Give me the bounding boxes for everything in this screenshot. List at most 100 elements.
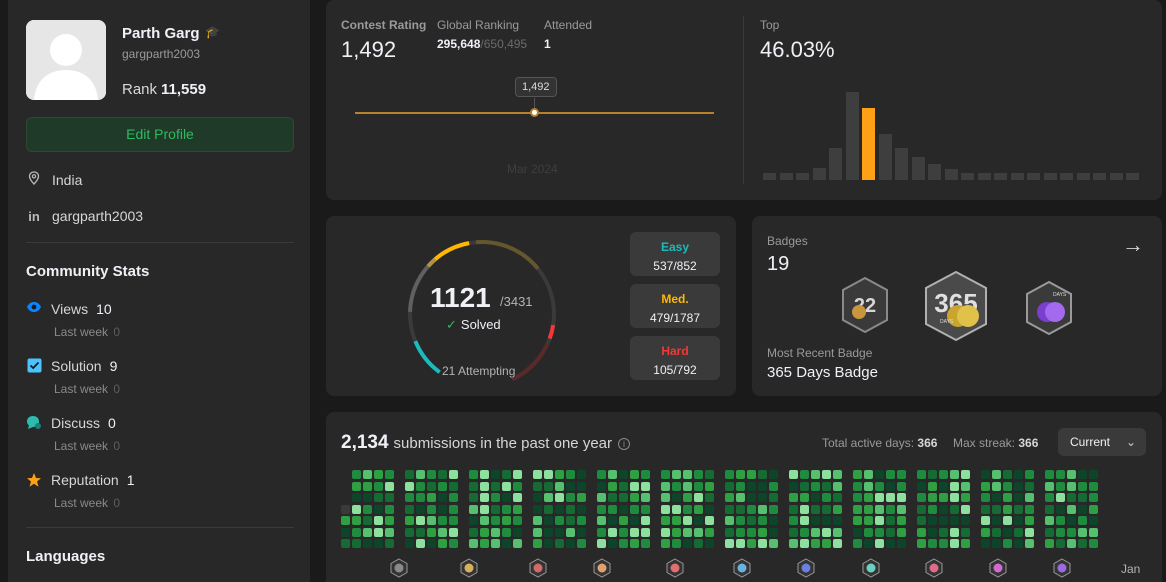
heatmap-cell[interactable] <box>1078 493 1087 502</box>
heatmap-cell[interactable] <box>758 527 767 537</box>
heatmap-cell[interactable] <box>961 539 970 548</box>
heatmap-cell[interactable] <box>438 470 447 479</box>
monthly-badge-icon[interactable] <box>459 558 479 578</box>
heatmap-cell[interactable] <box>822 504 831 514</box>
heatmap-cell[interactable] <box>789 527 798 537</box>
heatmap-cell[interactable] <box>800 481 809 491</box>
heatmap-cell[interactable] <box>427 470 436 479</box>
heatmap-cell[interactable] <box>736 504 745 514</box>
heatmap-cell[interactable] <box>502 481 511 491</box>
heatmap-cell[interactable] <box>917 470 926 479</box>
heatmap-cell[interactable] <box>533 527 542 537</box>
heatmap-cell[interactable] <box>833 527 842 537</box>
heatmap-cell[interactable] <box>747 516 756 525</box>
heatmap-cell[interactable] <box>405 539 414 548</box>
heatmap-cell[interactable] <box>1003 504 1012 514</box>
heatmap-cell[interactable] <box>341 516 350 525</box>
heatmap-cell[interactable] <box>469 470 478 479</box>
heatmap-cell[interactable] <box>917 493 926 502</box>
heatmap-cell[interactable] <box>630 493 639 502</box>
heatmap-cell[interactable] <box>992 470 1001 479</box>
heatmap-cell[interactable] <box>630 516 639 525</box>
heatmap-cell[interactable] <box>1045 504 1054 514</box>
heatmap-cell[interactable] <box>641 493 650 502</box>
heatmap-cell[interactable] <box>661 539 670 548</box>
heatmap-cell[interactable] <box>705 481 714 491</box>
heatmap-cell[interactable] <box>1045 481 1054 491</box>
heatmap-cell[interactable] <box>800 493 809 502</box>
heatmap-cell[interactable] <box>641 516 650 525</box>
heatmap-cell[interactable] <box>683 539 692 548</box>
heatmap-cell[interactable] <box>449 539 458 548</box>
heatmap-cell[interactable] <box>736 481 745 491</box>
heatmap-cell[interactable] <box>853 481 862 491</box>
heatmap-cell[interactable] <box>683 493 692 502</box>
rating-point[interactable] <box>530 108 539 117</box>
heatmap-cell[interactable] <box>630 481 639 491</box>
heatmap-cell[interactable] <box>405 470 414 479</box>
heatmap-cell[interactable] <box>449 516 458 525</box>
heatmap-cell[interactable] <box>811 539 820 548</box>
heatmap-cell[interactable] <box>619 493 628 502</box>
heatmap-cell[interactable] <box>833 470 842 479</box>
heatmap-cell[interactable] <box>352 539 361 548</box>
heatmap-cell[interactable] <box>352 493 361 502</box>
heatmap-cell[interactable] <box>769 504 778 514</box>
heatmap-cell[interactable] <box>352 504 361 514</box>
heatmap-cell[interactable] <box>641 527 650 537</box>
heatmap-cell[interactable] <box>789 516 798 525</box>
heatmap-cell[interactable] <box>597 481 606 491</box>
heatmap-cell[interactable] <box>897 470 906 479</box>
heatmap-cell[interactable] <box>661 504 670 514</box>
heatmap-cell[interactable] <box>789 470 798 479</box>
heatmap-cell[interactable] <box>438 504 447 514</box>
heatmap-cell[interactable] <box>597 504 606 514</box>
heatmap-cell[interactable] <box>469 516 478 525</box>
heatmap-cell[interactable] <box>917 539 926 548</box>
heatmap-cell[interactable] <box>1078 516 1087 525</box>
heatmap-cell[interactable] <box>694 481 703 491</box>
heatmap-cell[interactable] <box>672 527 681 537</box>
heatmap-cell[interactable] <box>981 539 990 548</box>
heatmap-cell[interactable] <box>886 539 895 548</box>
arrow-right-icon[interactable]: → <box>1122 232 1144 257</box>
heatmap-cell[interactable] <box>1078 539 1087 548</box>
heatmap-cell[interactable] <box>1014 493 1023 502</box>
heatmap-cell[interactable] <box>1025 493 1034 502</box>
heatmap-cell[interactable] <box>928 527 937 537</box>
heatmap-cell[interactable] <box>939 527 948 537</box>
heatmap-cell[interactable] <box>544 504 553 514</box>
heatmap-cell[interactable] <box>608 527 617 537</box>
heatmap-cell[interactable] <box>491 527 500 537</box>
heatmap-cell[interactable] <box>341 539 350 548</box>
heatmap-cell[interactable] <box>769 516 778 525</box>
heatmap-cell[interactable] <box>853 470 862 479</box>
heatmap-cell[interactable] <box>917 527 926 537</box>
heatmap-cell[interactable] <box>630 539 639 548</box>
heatmap-cell[interactable] <box>374 527 383 537</box>
heatmap-cell[interactable] <box>800 516 809 525</box>
heatmap-cell[interactable] <box>961 493 970 502</box>
heatmap-cell[interactable] <box>758 481 767 491</box>
heatmap-cell[interactable] <box>705 504 714 514</box>
heatmap-cell[interactable] <box>853 504 862 514</box>
heatmap-cell[interactable] <box>961 481 970 491</box>
heatmap-cell[interactable] <box>811 504 820 514</box>
heatmap-cell[interactable] <box>480 470 489 479</box>
heatmap-cell[interactable] <box>939 516 948 525</box>
heatmap-cell[interactable] <box>597 470 606 479</box>
heatmap-cell[interactable] <box>630 470 639 479</box>
heatmap-cell[interactable] <box>619 470 628 479</box>
heatmap-cell[interactable] <box>1067 516 1076 525</box>
heatmap-cell[interactable] <box>630 504 639 514</box>
heatmap-cell[interactable] <box>672 504 681 514</box>
heatmap-cell[interactable] <box>449 470 458 479</box>
monthly-badge-icon[interactable] <box>732 558 752 578</box>
heatmap-cell[interactable] <box>661 516 670 525</box>
heatmap-cell[interactable] <box>608 493 617 502</box>
heatmap-cell[interactable] <box>341 527 350 537</box>
heatmap-cell[interactable] <box>1045 470 1054 479</box>
heatmap-cell[interactable] <box>683 504 692 514</box>
heatmap-cell[interactable] <box>833 481 842 491</box>
heatmap-cell[interactable] <box>566 504 575 514</box>
